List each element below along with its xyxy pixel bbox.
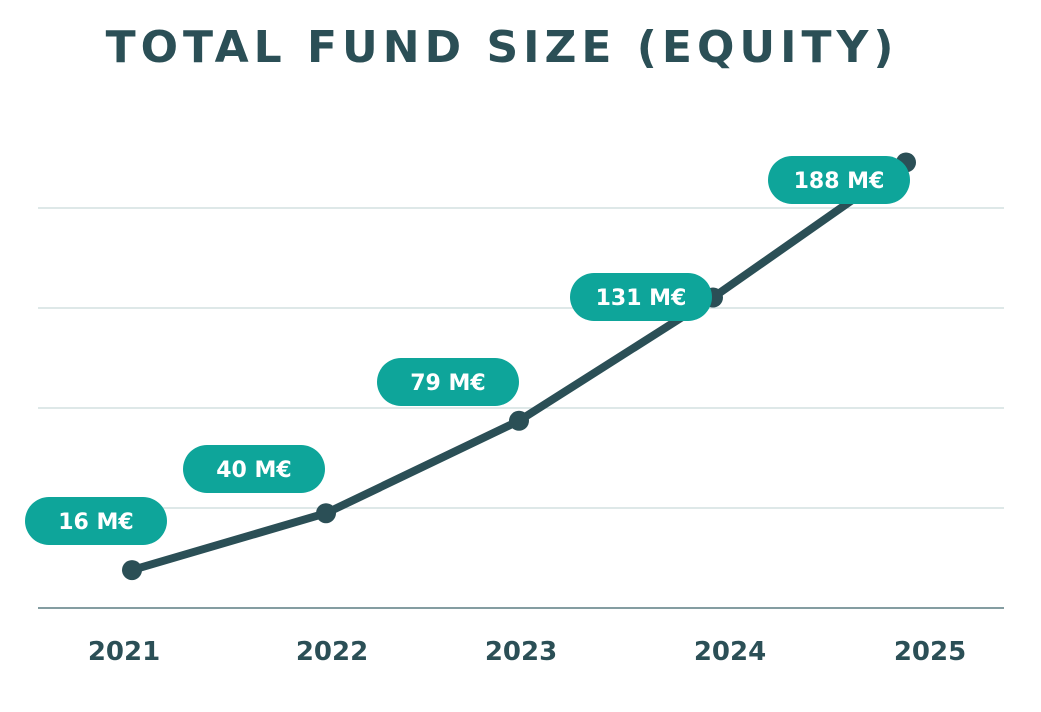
x-tick-label-2025: 2025 (894, 637, 966, 667)
data-point-2021 (122, 560, 142, 581)
data-label-text: 188 M€ (794, 169, 885, 194)
data-label-pill (25, 497, 167, 545)
data-point-2022 (316, 503, 336, 524)
data-label-text: 16 M€ (58, 510, 133, 535)
series-layer (122, 152, 916, 581)
data-label-pill (183, 445, 325, 493)
chart-title: TOTAL FUND SIZE (EQUITY) (105, 22, 899, 73)
data-label-pill (377, 358, 519, 406)
data-label-layer: 16 M€ 40 M€ 79 M€ 131 M€ 188 M€ (25, 156, 910, 545)
x-tick-label-2021: 2021 (88, 637, 160, 667)
data-label-2024: 131 M€ (570, 273, 712, 321)
data-point-2023 (509, 410, 529, 431)
data-label-pill (570, 273, 712, 321)
data-label-text: 40 M€ (216, 458, 291, 483)
grid-layer (38, 207, 1004, 609)
x-tick-layer: 2021 2022 2023 2024 2025 (88, 637, 966, 667)
data-label-text: 79 M€ (410, 371, 485, 396)
data-label-pill (768, 156, 910, 204)
series-line (128, 158, 910, 575)
x-tick-label-2022: 2022 (296, 637, 368, 667)
data-label-2025: 188 M€ (768, 156, 910, 204)
data-label-text: 131 M€ (596, 286, 687, 311)
data-label-2021: 16 M€ (25, 497, 167, 545)
x-tick-label-2024: 2024 (694, 637, 766, 667)
data-label-2023: 79 M€ (377, 358, 519, 406)
data-label-2022: 40 M€ (183, 445, 325, 493)
x-tick-label-2023: 2023 (485, 637, 557, 667)
